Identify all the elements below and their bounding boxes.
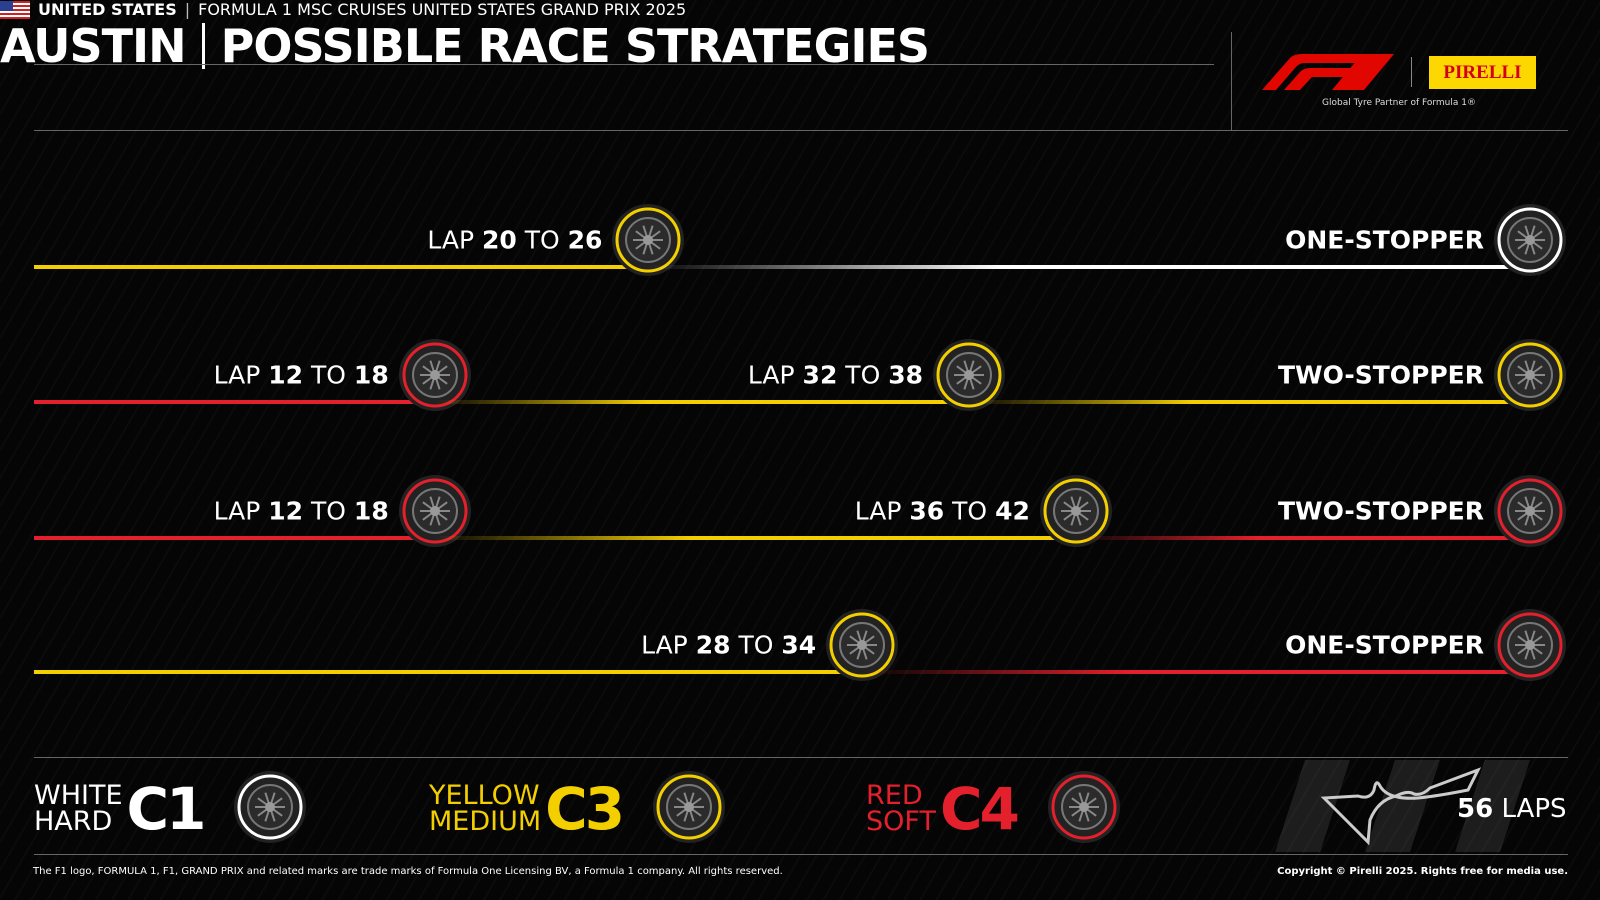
compound-code: C1: [126, 775, 207, 843]
label-part: TO: [738, 630, 774, 660]
race-laps: 56 LAPS: [1457, 794, 1567, 824]
label-part: RED SOFT: [866, 780, 936, 837]
stint-line-soft: [34, 400, 435, 404]
label-part: WHITE HARD: [34, 780, 123, 837]
soft-tyre-icon: [1493, 474, 1567, 548]
pit-window-label: LAP 12 TO 18: [214, 361, 389, 390]
color-word: WHITE: [34, 780, 123, 811]
stint-line-soft: [862, 670, 1530, 674]
stint-line-medium: [34, 670, 863, 674]
strategy-name: TWO-STOPPER: [1277, 360, 1484, 390]
label-part: 32: [802, 360, 838, 390]
stint-line-medium: [434, 536, 1076, 540]
type-word: MEDIUM: [429, 806, 542, 837]
stint-line-medium: [969, 400, 1530, 404]
laps-number: 56: [1457, 794, 1494, 824]
soft-tyre-icon: [1493, 608, 1567, 682]
label-part: 18: [353, 360, 389, 390]
divider: [201, 23, 205, 69]
label-part: 42: [995, 496, 1030, 526]
label-part: 18: [353, 496, 389, 526]
medium-tyre-icon: [825, 608, 899, 682]
label-part: YELLOW MEDIUM: [429, 780, 542, 837]
partner-text: Global Tyre Partner of Formula 1®: [1322, 98, 1476, 108]
legend-medium: YELLOW MEDIUM C3: [429, 770, 726, 848]
label-part: 38: [888, 360, 923, 390]
label-part: LAP: [641, 630, 688, 660]
strategy-name: TWO-STOPPER: [1277, 496, 1484, 526]
pit-window-label: LAP 36 TO 42: [855, 497, 1030, 526]
event-line: UNITED STATES | FORMULA 1 MSC CRUISES UN…: [0, 0, 1600, 19]
label-part: 12: [268, 360, 304, 390]
label-part: LAP: [747, 360, 795, 390]
label-part: LAP: [854, 496, 902, 526]
type-word: SOFT: [866, 806, 936, 837]
type-word: HARD: [34, 806, 113, 837]
legend-soft: RED SOFT C4: [866, 770, 1121, 848]
stint-line-soft: [1075, 536, 1530, 540]
medium-tyre-icon: [1493, 338, 1567, 412]
color-word: RED: [866, 780, 923, 811]
trademark-notice: The F1 logo, FORMULA 1, F1, GRAND PRIX a…: [33, 866, 783, 877]
label-part: 34: [781, 630, 817, 660]
soft-tyre-icon: [398, 474, 472, 548]
label-part: LAP: [427, 225, 475, 255]
label-part: LAP: [213, 360, 261, 390]
event-name: FORMULA 1 MSC CRUISES UNITED STATES GRAN…: [198, 0, 687, 19]
pit-window-label: LAP 32 TO 38: [748, 361, 923, 390]
label-part: TO: [524, 225, 560, 255]
stint-line-medium: [434, 400, 969, 404]
stint-line-soft: [34, 536, 435, 540]
divider: [1411, 57, 1412, 87]
label-part: 36: [909, 496, 945, 526]
compound-code: C4: [939, 775, 1020, 843]
pit-window-label: LAP 28 TO 34: [641, 631, 816, 660]
us-flag-icon: [0, 0, 30, 19]
soft-tyre-icon: [1047, 770, 1121, 848]
hard-tyre-icon: [1493, 203, 1567, 277]
label-part: 12: [268, 496, 304, 526]
f1-logo: [1262, 54, 1394, 94]
divider: |: [184, 0, 191, 19]
label-part: TO: [311, 360, 346, 390]
pit-window-label: LAP 20 TO 26: [427, 226, 602, 255]
strategy-name: ONE-STOPPER: [1285, 630, 1484, 660]
hard-tyre-icon: [233, 770, 307, 848]
divider: [34, 64, 1214, 65]
country: UNITED STATES: [38, 0, 177, 19]
laps-label: LAPS: [1501, 794, 1567, 824]
label-part: 20: [481, 225, 517, 255]
medium-tyre-icon: [611, 203, 685, 277]
label-part: 28: [695, 630, 731, 660]
pirelli-logo: PIRELLI: [1429, 56, 1536, 89]
legend-hard: WHITE HARD C1: [34, 770, 307, 848]
color-word: YELLOW: [429, 780, 540, 811]
pit-window-label: LAP 12 TO 18: [214, 497, 389, 526]
medium-tyre-icon: [932, 338, 1006, 412]
medium-tyre-icon: [652, 770, 726, 848]
label-part: TO: [311, 496, 346, 526]
label-part: TO: [845, 360, 881, 390]
medium-tyre-icon: [1039, 474, 1113, 548]
stint-line-medium: [34, 265, 649, 269]
divider: [34, 130, 1568, 131]
strategy-name: ONE-STOPPER: [1285, 225, 1484, 255]
divider: [1231, 32, 1232, 130]
stint-line-hard: [648, 265, 1530, 269]
copyright: Copyright © Pirelli 2025. Rights free fo…: [1277, 866, 1568, 877]
circuit-map-icon: [1320, 767, 1482, 846]
soft-tyre-icon: [398, 338, 472, 412]
divider: [34, 757, 1568, 758]
label-part: 26: [567, 225, 603, 255]
divider: [34, 854, 1568, 855]
label-part: LAP: [213, 496, 261, 526]
label-part: TO: [952, 496, 988, 526]
compound-code: C3: [545, 775, 625, 843]
